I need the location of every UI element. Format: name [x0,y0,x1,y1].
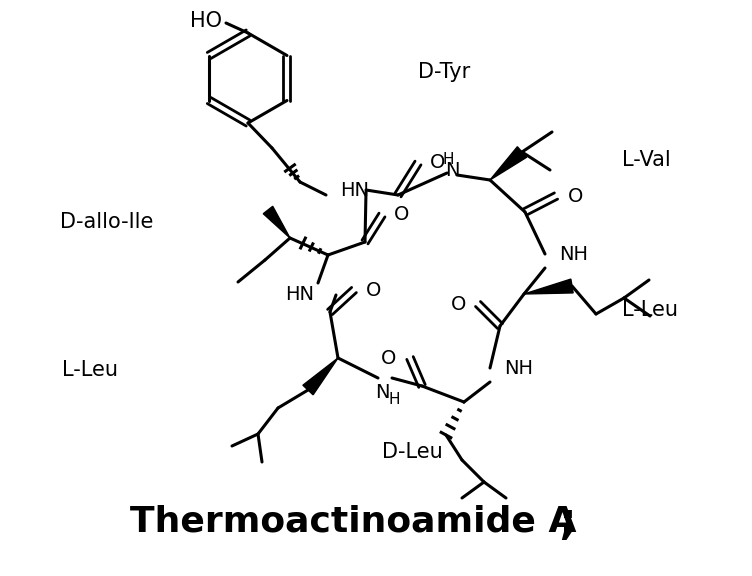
Text: H: H [388,392,400,407]
Text: D-allo-Ile: D-allo-Ile [60,212,153,232]
Text: NH: NH [504,358,533,377]
Text: O: O [381,348,396,367]
Text: L-Val: L-Val [622,150,671,170]
Text: D-Leu: D-Leu [382,442,443,462]
Text: O: O [450,294,466,313]
Text: L-Leu: L-Leu [62,360,118,380]
Text: O: O [568,187,584,206]
Text: HN: HN [285,286,314,305]
Text: ;: ; [559,500,576,543]
Text: O: O [430,153,445,172]
Text: D-Tyr: D-Tyr [418,62,470,82]
Text: O: O [366,281,381,300]
Polygon shape [524,279,573,294]
Text: H: H [442,151,453,166]
Text: NH: NH [559,244,588,263]
Text: HO: HO [190,11,222,31]
Text: L-Leu: L-Leu [622,300,678,320]
Polygon shape [490,147,526,180]
Text: N: N [374,382,390,401]
Polygon shape [263,206,290,238]
Text: O: O [394,206,409,225]
Text: N: N [444,161,459,180]
Text: HN: HN [340,180,369,199]
Polygon shape [303,358,338,395]
Text: Thermoactinoamide A: Thermoactinoamide A [130,504,577,539]
